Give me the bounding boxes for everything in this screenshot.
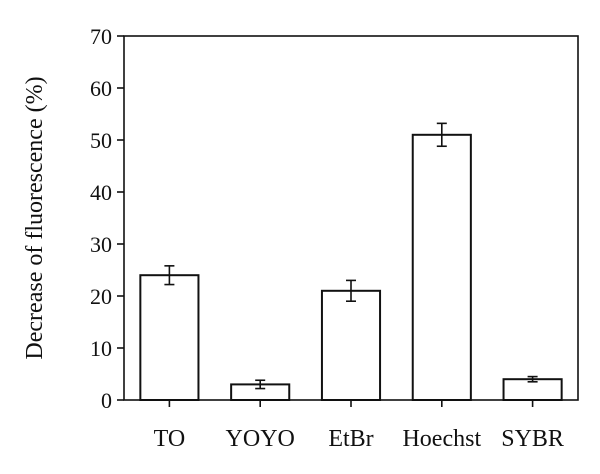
bar-etbr (320, 289, 382, 401)
y-axis-ticks: 0 10 20 30 40 50 60 70 (90, 24, 124, 413)
plot-area (139, 122, 563, 402)
x-tick-label: EtBr (328, 426, 373, 452)
bar-hoechst (411, 133, 472, 402)
y-tick-label: 20 (90, 284, 112, 309)
x-axis-ticks: TO YOYO EtBr Hoechst SYBR (154, 400, 564, 452)
y-axis-title: Decrease of fluorescence (%) (22, 76, 48, 359)
x-tick-label: TO (154, 426, 186, 452)
x-tick-label: YOYO (226, 426, 295, 452)
y-tick-label: 70 (90, 24, 112, 49)
x-tick-label: SYBR (501, 426, 564, 452)
bar-to (139, 274, 200, 402)
y-tick-label: 0 (101, 388, 112, 413)
y-tick-label: 10 (90, 336, 112, 361)
y-tick-label: 30 (90, 232, 112, 257)
y-tick-label: 60 (90, 76, 112, 101)
y-tick-label: 50 (90, 128, 112, 153)
y-tick-label: 40 (90, 180, 112, 205)
x-tick-label: Hoechst (402, 426, 481, 452)
